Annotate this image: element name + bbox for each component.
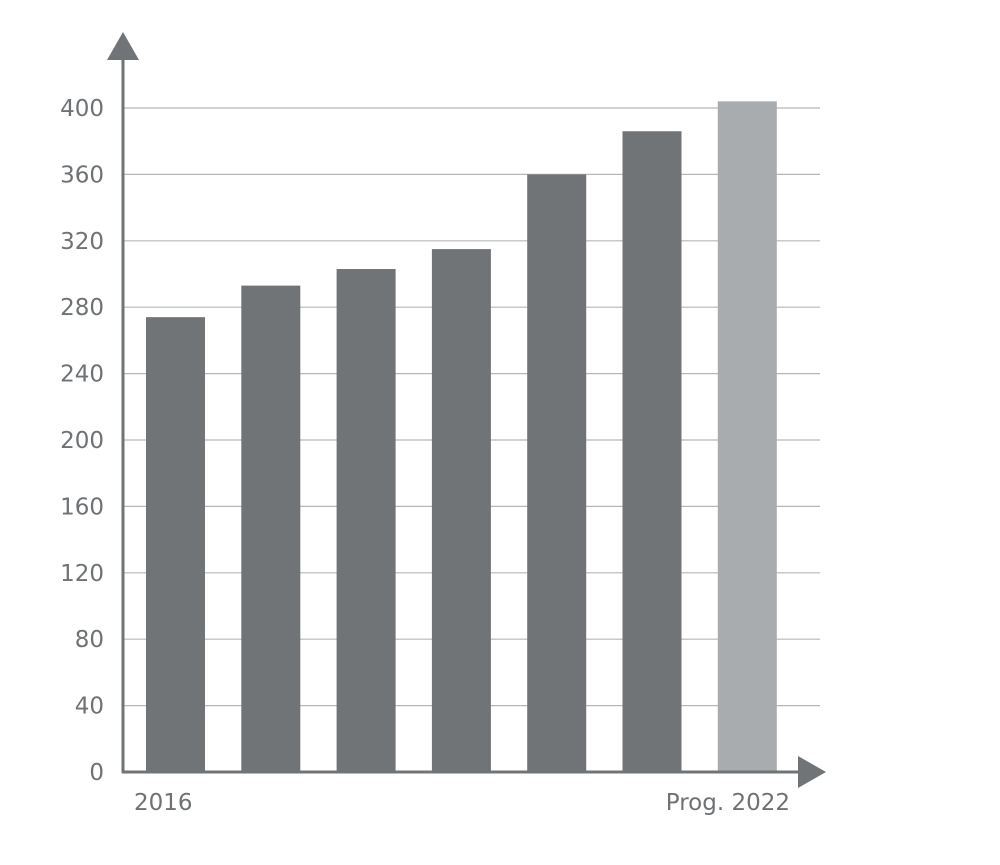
y-tick-label: 160 xyxy=(60,494,104,520)
y-tick-label: 280 xyxy=(60,295,104,321)
y-tick-label: 400 xyxy=(60,96,104,122)
y-tick-label: 240 xyxy=(60,362,104,388)
y-tick-labels: 0 40 80 120 160 200 240 280 320 360 400 xyxy=(60,96,104,786)
x-axis-arrow xyxy=(798,756,826,788)
bar xyxy=(146,317,205,772)
bar-forecast xyxy=(717,101,777,773)
y-tick-label: 0 xyxy=(89,760,104,786)
y-tick-label: 120 xyxy=(60,561,104,587)
y-tick-label: 40 xyxy=(75,694,104,720)
x-tick-label: Prog. 2022 xyxy=(666,790,790,816)
y-tick-label: 320 xyxy=(60,229,104,255)
bar xyxy=(527,174,587,772)
y-tick-label: 80 xyxy=(75,627,104,653)
x-tick-label: 2016 xyxy=(134,790,193,816)
bar xyxy=(431,249,491,773)
bar xyxy=(622,131,682,773)
x-tick-labels: 2016 Prog. 2022 xyxy=(134,790,790,816)
bar xyxy=(336,269,396,772)
bar xyxy=(241,285,301,772)
y-axis-arrow xyxy=(107,32,139,60)
axes xyxy=(107,32,826,788)
y-tick-label: 200 xyxy=(60,428,104,454)
y-tick-label: 360 xyxy=(60,162,104,188)
bars xyxy=(146,101,777,773)
